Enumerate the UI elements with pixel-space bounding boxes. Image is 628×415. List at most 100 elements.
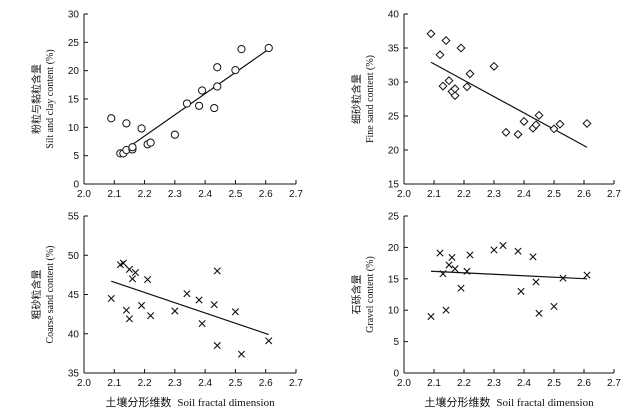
trend-line (111, 280, 269, 336)
data-point (456, 43, 466, 53)
data-point (555, 119, 565, 129)
data-point (445, 261, 453, 269)
data-point (131, 268, 140, 277)
y-tick-label: 50 (68, 251, 80, 262)
y-tick-label: 20 (388, 146, 400, 157)
y-tick-label: 10 (68, 123, 80, 134)
y-tick-label: 15 (68, 95, 80, 106)
x-tick-label: 2.2 (457, 378, 471, 389)
data-point (534, 110, 544, 120)
panel-fine-sand: 2.0 2.1 2.2 2.3 2.4 2.5 2.6 2.7 15 20 25 30 35 40 细砂粒含… (350, 10, 621, 201)
data-point (170, 130, 179, 139)
data-point (107, 294, 115, 303)
data-point (442, 306, 450, 314)
panel-silt-clay: 2.0 2.1 2.2 2.3 2.4 2.5 2.6 2.7 0 5 10 15 20 25 30 粉粒与黏… (30, 10, 303, 201)
data-point (532, 278, 540, 286)
y-axis-label-zh: 粉粒与黏粒含量 (30, 64, 43, 134)
x-tick-label: 2.5 (547, 378, 561, 389)
data-point (489, 61, 499, 71)
x-axis-label: 土壤分形维数 Soil fractal dimension (105, 395, 275, 409)
x-tick-label: 2.7 (289, 378, 303, 389)
data-point (237, 45, 246, 54)
data-point (213, 63, 222, 72)
data-point (448, 253, 456, 262)
trend-line (430, 270, 588, 280)
x-tick-label: 2.0 (397, 189, 411, 200)
data-point (441, 36, 451, 46)
data-point (559, 274, 567, 282)
data-point (501, 127, 511, 137)
data-point (171, 307, 179, 315)
x-tick-label: 2.3 (168, 378, 182, 389)
y-tick-label: 25 (388, 112, 400, 123)
data-point (231, 308, 240, 316)
data-point (183, 290, 191, 298)
y-tick-label: 35 (68, 369, 80, 380)
data-point (128, 143, 137, 152)
y-axis-label-zh: 细砂粒含量 (350, 74, 363, 124)
data-point (466, 251, 474, 259)
x-tick-label: 2.6 (577, 378, 591, 389)
data-point (531, 120, 541, 130)
x-tick-label: 2.0 (77, 189, 91, 200)
data-point (146, 138, 155, 147)
y-tick-label: 15 (388, 180, 400, 191)
x-axis-label-en: Soil fractal dimension (496, 397, 594, 409)
x-tick-label: 2.3 (487, 189, 501, 200)
y-tick-label: 10 (388, 306, 400, 317)
y-axis-label-zh: 粗砂粒含量 (30, 270, 43, 320)
data-point (137, 301, 146, 310)
data-point (457, 284, 465, 292)
data-point (435, 50, 445, 60)
data-point (450, 84, 460, 94)
trend-line (430, 61, 588, 148)
y-tick-label: 25 (68, 38, 80, 49)
y-tick-label: 40 (388, 10, 400, 21)
data-point (137, 124, 146, 133)
x-tick-label: 2.2 (138, 378, 152, 389)
data-point (128, 275, 137, 283)
y-tick-label: 30 (388, 78, 400, 89)
x-tick-label: 2.6 (259, 378, 273, 389)
data-point (438, 81, 448, 91)
data-point (107, 114, 116, 123)
x-axis-label-en: Soil fractal dimension (177, 397, 275, 409)
x-tick-label: 2.7 (607, 189, 621, 200)
y-tick-label: 35 (388, 44, 400, 55)
y-tick-label: 55 (68, 212, 80, 223)
x-tick-label: 2.4 (517, 189, 531, 200)
data-point (439, 270, 447, 278)
data-point (450, 91, 460, 101)
y-axis-label-en: Gravel content (%) (365, 256, 376, 333)
x-tick-label: 2.4 (198, 378, 212, 389)
y-tick-label: 5 (73, 151, 79, 162)
data-point (122, 306, 130, 314)
data-point (213, 267, 221, 275)
x-axis-label: 土壤分形维数 Soil fractal dimension (424, 395, 594, 409)
y-tick-label: 40 (68, 329, 80, 340)
y-axis-label-en: Silt and clay content (%) (45, 49, 56, 148)
x-tick-label: 2.5 (228, 378, 242, 389)
x-tick-label: 2.2 (457, 189, 471, 200)
y-tick-label: 15 (388, 274, 400, 285)
data-point (465, 69, 475, 79)
data-point (550, 302, 558, 311)
data-point (490, 246, 498, 254)
y-axis-label-en: Fine sand content (%) (365, 55, 376, 143)
y-tick-label: 0 (73, 180, 79, 191)
x-tick-label: 2.3 (487, 378, 501, 389)
data-point (499, 241, 507, 250)
data-point (231, 66, 240, 75)
data-point (198, 86, 207, 95)
data-point (462, 82, 472, 92)
data-point (535, 309, 543, 317)
data-point (198, 319, 206, 328)
data-point (582, 118, 592, 128)
x-tick-label: 2.4 (517, 378, 531, 389)
y-tick-label: 30 (68, 10, 80, 21)
x-tick-label: 2.2 (138, 189, 152, 200)
data-point (426, 29, 436, 39)
data-point (265, 337, 273, 345)
data-point (237, 350, 246, 358)
